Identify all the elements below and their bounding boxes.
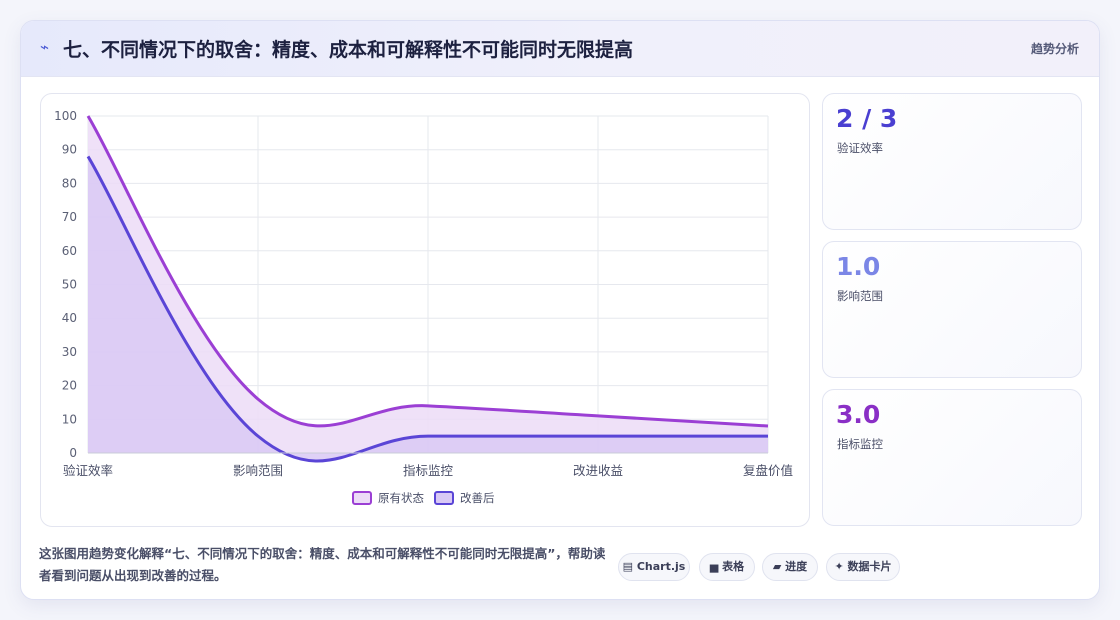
stat-value: 2 / 3 — [836, 104, 898, 133]
legend-swatch — [352, 491, 372, 505]
table-chip[interactable]: ▅ 表格 — [699, 553, 755, 581]
y-tick-label: 20 — [62, 379, 77, 393]
trend-analysis-tag: 趋势分析 — [1030, 42, 1079, 56]
y-tick-label: 90 — [62, 143, 77, 157]
legend-swatch — [434, 491, 454, 505]
area-chart: 0 10 20 30 40 50 60 70 80 90 100 验证效率 影响范围 指标监控 改进收益 复盘… — [54, 109, 793, 505]
y-tick-label: 0 — [69, 446, 77, 460]
series-area-1 — [88, 156, 768, 462]
stat-value: 1.0 — [836, 252, 881, 281]
chart-caption: 这张图用趋势变化解释“七、不同情况下的取舍：精度、成本和可解释性不可能同时无限提… — [39, 546, 606, 583]
series-line-1 — [86, 155, 768, 463]
x-tick-label: 影响范围 — [233, 463, 283, 478]
x-tick-label: 复盘价值 — [743, 463, 793, 478]
legend-label: 原有状态 — [378, 491, 424, 505]
y-tick-label: 70 — [62, 210, 77, 224]
page-title: 七、不同情况下的取舍：精度、成本和可解释性不可能同时无限提高 — [63, 39, 634, 61]
y-tick-label: 100 — [54, 109, 77, 123]
main-card: ⌁ 七、不同情况下的取舍：精度、成本和可解释性不可能同时无限提高 趋势分析 0 1… — [20, 20, 1100, 600]
series-line-0 — [86, 115, 769, 428]
x-tick-label: 改进收益 — [573, 463, 623, 478]
y-tick-label: 60 — [62, 244, 77, 258]
stat-label: 验证效率 — [837, 141, 883, 155]
stat-label: 影响范围 — [837, 289, 883, 303]
y-tick-label: 50 — [62, 278, 77, 292]
stat-label: 指标监控 — [837, 437, 883, 451]
card-header: ⌁ 七、不同情况下的取舍：精度、成本和可解释性不可能同时无限提高 趋势分析 — [21, 21, 1099, 77]
y-tick-label: 10 — [62, 412, 77, 426]
stat-value: 3.0 — [836, 400, 881, 429]
data-card-chip[interactable]: ✦ 数据卡片 — [826, 553, 900, 581]
x-tick-label: 验证效率 — [63, 463, 113, 478]
stat-card-impact: 1.0 影响范围 — [822, 241, 1082, 378]
legend-label: 改善后 — [460, 491, 495, 505]
chart-panel: 0 10 20 30 40 50 60 70 80 90 100 验证效率 影响范围 指标监控 改进收益 复盘… — [40, 93, 810, 527]
stat-card-monitoring: 3.0 指标监控 — [822, 389, 1082, 526]
stat-card-verification: 2 / 3 验证效率 — [822, 93, 1082, 230]
chartjs-chip[interactable]: ▤ Chart.js — [618, 553, 690, 581]
y-tick-label: 30 — [62, 345, 77, 359]
progress-chip[interactable]: ▰ 进度 — [762, 553, 818, 581]
y-tick-label: 40 — [62, 311, 77, 325]
x-tick-label: 指标监控 — [403, 463, 454, 478]
y-tick-label: 80 — [62, 176, 77, 190]
trend-icon: ⌁ — [40, 38, 50, 56]
